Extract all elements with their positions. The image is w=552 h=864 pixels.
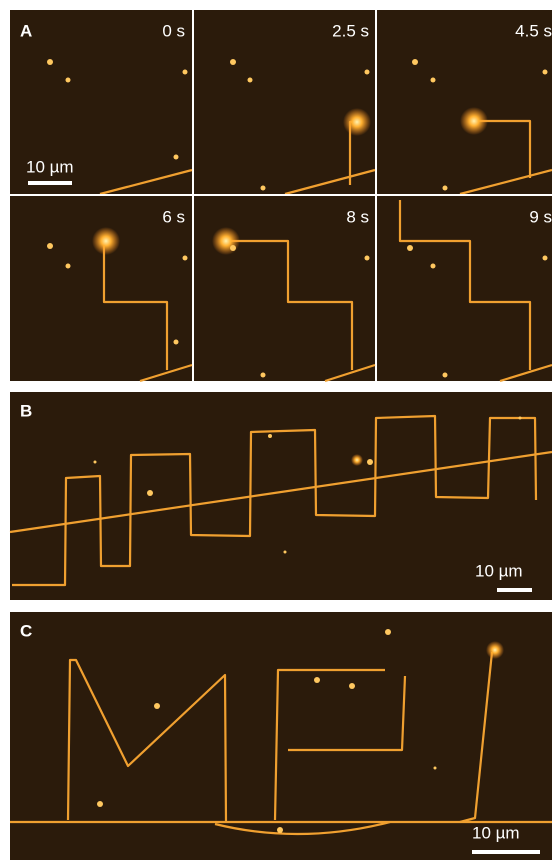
panel-c: C 10 µm [10,612,552,860]
panel-label: C [20,621,32,640]
scale-bar-label: 10 µm [472,823,520,842]
panel-b: B 10 µm [10,392,552,600]
scale-bar-label: 10 µm [26,157,74,176]
scale-bar-label: 10 µm [475,561,523,580]
time-label: 9 s [529,207,552,226]
panel-label: A [20,21,32,40]
time-label: 0 s [162,21,185,40]
frame [377,196,552,381]
panel-label: B [20,401,32,420]
figure: A 0 s 2.5 s 4.5 s 6 s 8 s 9 s 10 µm B 10… [0,0,552,864]
panel-a: A 0 s 2.5 s 4.5 s 6 s 8 s 9 s 10 µm [10,10,552,381]
time-label: 4.5 s [515,21,552,40]
time-label: 2.5 s [332,21,369,40]
time-label: 6 s [162,207,185,226]
time-label: 8 s [346,207,369,226]
